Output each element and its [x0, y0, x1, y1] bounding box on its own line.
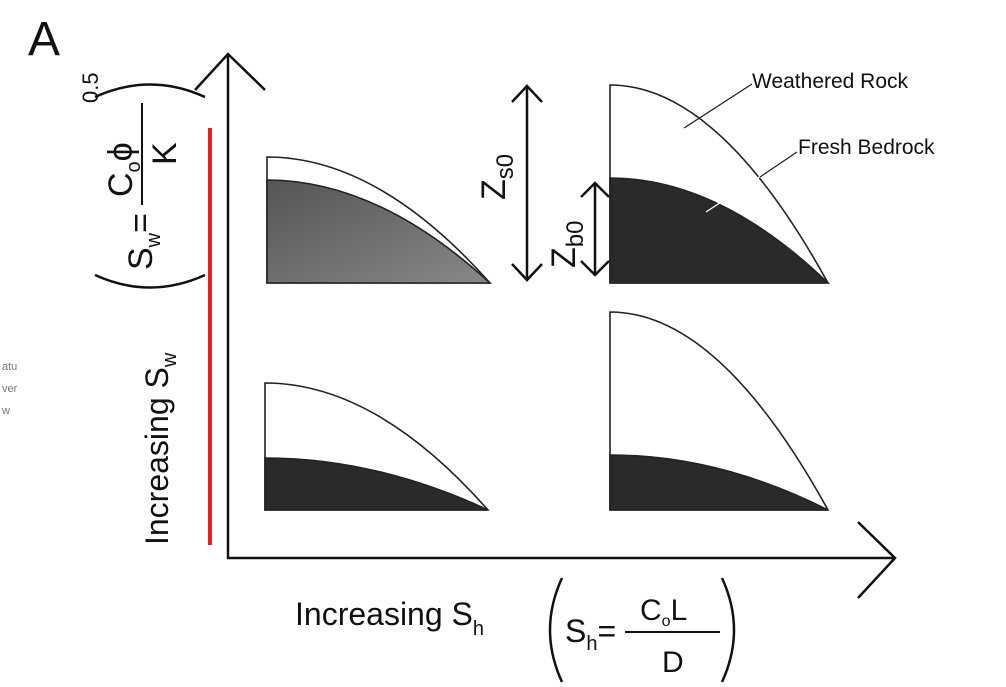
num: C — [102, 172, 140, 197]
axes — [195, 54, 895, 598]
sw-lhs: Sw= — [122, 213, 165, 270]
margin-fragment: ver — [2, 383, 18, 395]
label-sub: h — [473, 618, 484, 640]
zs0-arrow — [512, 86, 542, 280]
leader-line — [760, 152, 797, 177]
paren — [550, 578, 562, 682]
label-sub: w — [159, 352, 181, 368]
margin-fragment: atu — [2, 361, 17, 373]
lhs: S — [565, 613, 586, 649]
z-sub: s0 — [492, 154, 519, 179]
num-sub: o — [123, 161, 145, 172]
leader-line — [684, 84, 752, 128]
paren — [95, 275, 205, 288]
eq: = — [122, 213, 160, 233]
lhs-sub: w — [143, 232, 165, 248]
lhs: S — [122, 247, 160, 270]
sw-exp: 0.5 — [78, 72, 103, 103]
label-text: Increasing S — [139, 367, 175, 545]
num-sub: o — [662, 613, 671, 630]
y-axis-label: Increasing Sw — [139, 352, 181, 545]
z-sub: b0 — [562, 221, 589, 248]
zs0-label: Zs0 — [475, 154, 519, 200]
z-main: Z — [545, 247, 583, 268]
eq: = — [597, 613, 616, 649]
z-main: Z — [475, 179, 513, 200]
legend-fresh: Fresh Bedrock — [798, 136, 935, 159]
zb0-label: Zb0 — [545, 221, 589, 268]
paren — [95, 85, 205, 98]
num-rest: ϕ — [102, 142, 140, 161]
label-text: Increasing S — [295, 596, 473, 632]
num: C — [640, 594, 662, 627]
sh-num: CoL — [640, 594, 687, 630]
paren — [722, 578, 734, 682]
sh-formula: Sh= CoL D — [550, 578, 734, 682]
num-rest: L — [671, 594, 688, 627]
sw-den: K — [146, 142, 184, 165]
sh-den: D — [662, 646, 684, 679]
x-axis-label: Increasing Sh — [295, 596, 484, 640]
legend-weathered: Weathered Rock — [752, 70, 909, 93]
sw-formula: Sw= Coϕ K 0.5 — [78, 72, 205, 287]
lhs-sub: h — [586, 633, 597, 655]
sw-num: Coϕ — [102, 142, 145, 197]
diagram: A atu ver w Weathered Rock Fresh Bedrock… — [0, 0, 1006, 687]
margin-fragment: w — [1, 405, 10, 417]
panel-label: A — [28, 13, 60, 66]
sh-lhs: Sh= — [565, 613, 616, 655]
